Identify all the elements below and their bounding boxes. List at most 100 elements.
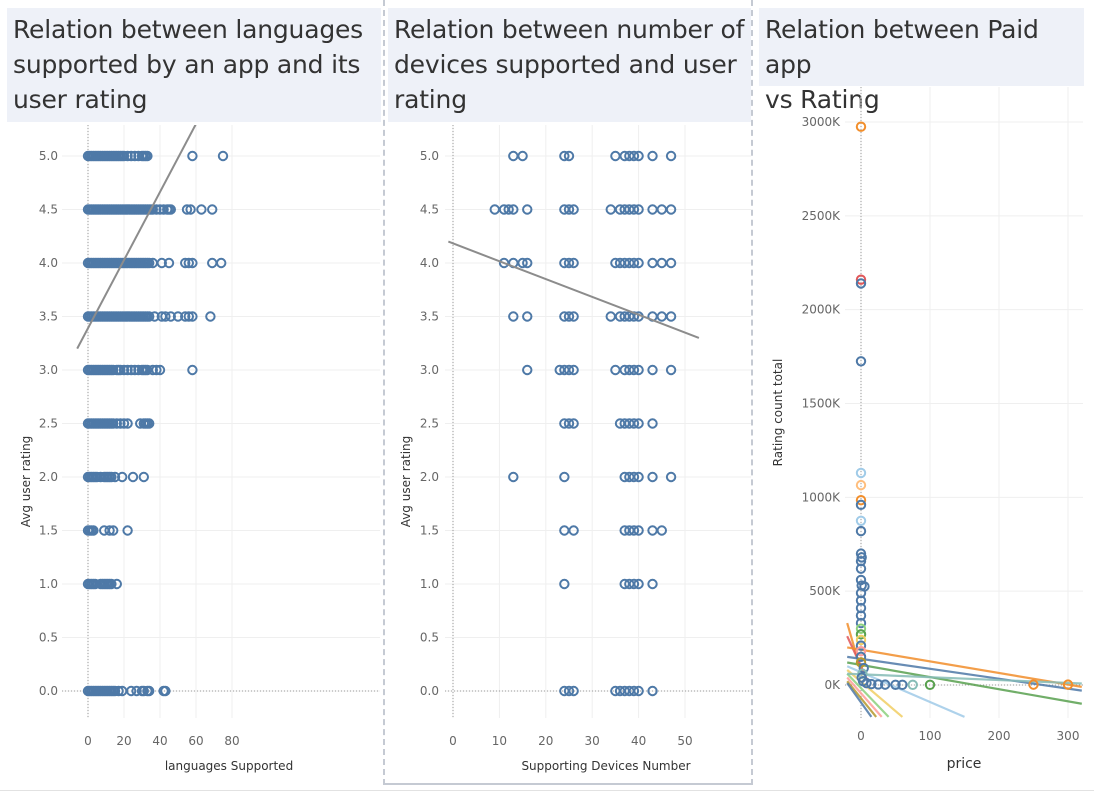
y-tick-label: 1500K	[802, 397, 842, 411]
y-tick-label: 0.5	[39, 631, 58, 645]
y-tick-label: 500K	[809, 584, 841, 598]
data-point	[122, 364, 133, 376]
data-point	[628, 204, 640, 215]
x-tick-label: 0	[857, 729, 865, 743]
data-point	[559, 578, 570, 590]
data-point	[104, 525, 115, 536]
chart-3-title-line-1: Relation between Paid app	[765, 15, 1039, 79]
data-point	[855, 274, 867, 285]
data-point	[855, 634, 867, 646]
data-point	[127, 471, 139, 483]
x-tick-label: 20	[538, 734, 553, 748]
y-tick-label: 3.0	[39, 363, 58, 377]
data-point	[665, 204, 677, 215]
data-point	[647, 150, 658, 162]
data-point	[517, 257, 528, 269]
data-point	[522, 257, 533, 269]
y-tick-label: 3.0	[420, 363, 439, 377]
data-point	[180, 257, 191, 269]
data-point	[196, 204, 207, 215]
data-point	[633, 257, 644, 269]
data-point	[118, 364, 130, 376]
x-tick-label: 200	[988, 729, 1011, 743]
y-tick-label: 1.0	[420, 577, 439, 591]
data-point	[855, 515, 867, 526]
data-point	[855, 494, 867, 506]
data-point	[855, 640, 867, 651]
y-tick-label: 3.5	[420, 310, 439, 324]
data-point	[563, 364, 575, 376]
data-point	[628, 471, 640, 483]
chart-1-title: Relation between languages supported by …	[7, 8, 381, 122]
x-tick-label: 300	[1057, 729, 1080, 743]
y-tick-label: 1.5	[39, 524, 58, 538]
data-point	[647, 685, 658, 697]
data-point	[151, 364, 162, 376]
data-point	[142, 150, 153, 162]
plot-area	[448, 150, 700, 697]
y-tick-label: 2500K	[802, 209, 842, 223]
data-point	[855, 563, 867, 574]
data-point	[665, 257, 677, 269]
data-point	[628, 418, 640, 429]
data-point	[568, 685, 579, 697]
x-tick-label: 30	[585, 734, 600, 748]
data-point	[559, 471, 570, 483]
chart-3: 0K 500K 1000K 1500K 2000K 2500K 3000K 0 100 200 30…	[771, 87, 1083, 772]
data-point	[144, 685, 155, 697]
data-point	[172, 311, 184, 322]
data-point	[115, 364, 126, 376]
x-tick-label: 0	[84, 734, 92, 748]
data-point	[144, 257, 155, 269]
data-point	[647, 364, 658, 376]
data-point	[160, 685, 171, 697]
data-point	[111, 418, 123, 429]
data-point	[855, 657, 867, 668]
data-point	[665, 364, 677, 376]
y-tick-label: 4.5	[420, 203, 439, 217]
y-tick-label: 3.5	[39, 310, 58, 324]
data-point	[205, 311, 216, 322]
data-point	[160, 311, 171, 322]
y-tick-label: 1.0	[39, 577, 58, 591]
y-tick-label: 2.5	[39, 417, 58, 431]
data-point	[855, 121, 867, 132]
data-point	[508, 471, 519, 483]
x-tick-label: 10	[492, 734, 507, 748]
data-point	[165, 311, 177, 322]
y-tick-label: 0.0	[39, 684, 58, 698]
data-point	[568, 525, 579, 536]
data-point	[108, 525, 119, 536]
data-point	[185, 204, 196, 215]
data-point	[183, 311, 195, 322]
y-tick-label: 0.5	[420, 631, 439, 645]
y-tick-label: 4.5	[39, 203, 58, 217]
data-point	[861, 677, 872, 689]
data-point	[138, 471, 150, 483]
data-point	[122, 418, 133, 429]
trend-line	[76, 125, 197, 350]
data-point	[1028, 679, 1039, 690]
x-tick-label: 100	[919, 729, 942, 743]
y-tick-label: 2.0	[39, 470, 58, 484]
data-point	[628, 578, 640, 590]
x-tick-label: 50	[677, 734, 692, 748]
y-tick-label: 4.0	[420, 256, 439, 270]
chart-1-title-line-2: supported by an app and its	[13, 50, 361, 79]
data-point	[217, 150, 229, 162]
data-point	[187, 150, 198, 162]
data-point	[149, 311, 160, 322]
data-point	[855, 525, 867, 537]
data-point	[106, 578, 117, 590]
data-point	[855, 499, 867, 511]
data-point	[207, 204, 218, 215]
data-point	[568, 257, 579, 269]
y-tick-label: 5.0	[420, 149, 439, 163]
data-point	[144, 418, 155, 429]
data-point	[568, 364, 579, 376]
chart-2-title-line-3: rating	[394, 85, 467, 114]
data-point	[503, 204, 514, 215]
y-axis-label: Avg user rating	[19, 436, 33, 528]
data-point	[628, 364, 640, 376]
data-point	[855, 278, 867, 289]
